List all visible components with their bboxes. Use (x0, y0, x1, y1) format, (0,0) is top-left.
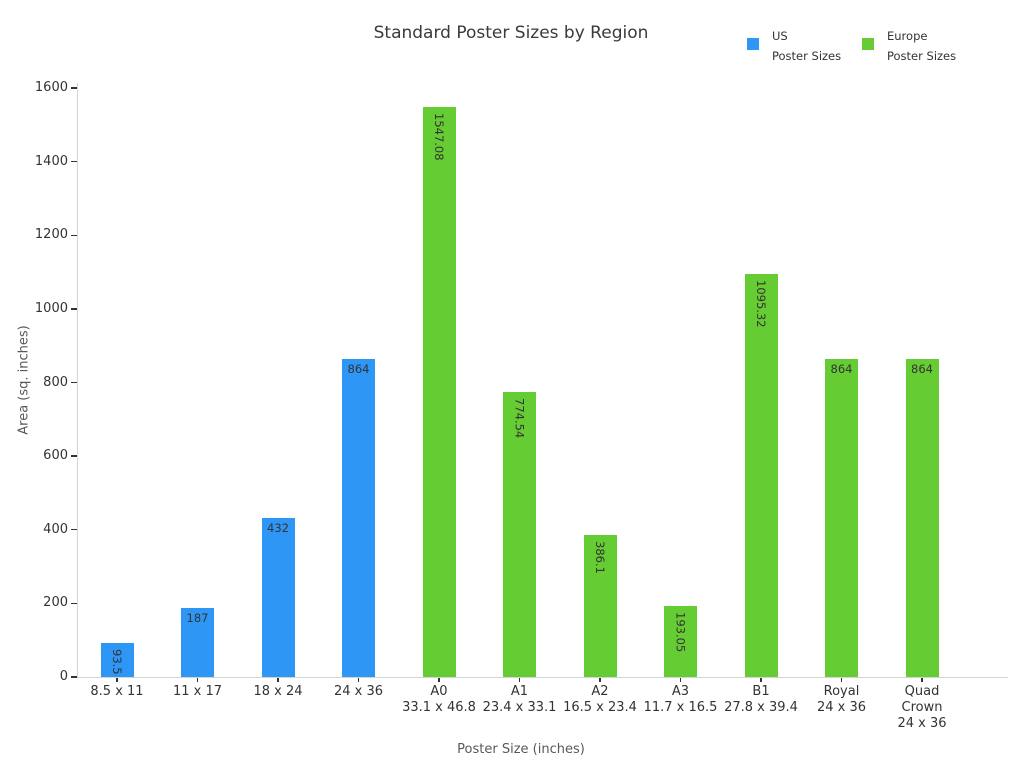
x-tick-label: A2 16.5 x 23.4 (563, 684, 637, 715)
bar: 193.05 (664, 605, 697, 677)
bar-value-label: 864 (347, 361, 370, 376)
y-tick-label: 1200 (34, 227, 68, 243)
y-tick-label: 1400 (34, 153, 68, 169)
bar-value-label: 386.1 (593, 540, 607, 574)
x-tick-mark (599, 678, 601, 682)
x-tick-mark (679, 678, 682, 682)
y-tick-mark (71, 234, 77, 236)
y-tick-label: 0 (59, 669, 68, 684)
bar-value-label: 1095.32 (754, 279, 768, 328)
x-tick-label: A1 23.4 x 33.1 (482, 684, 557, 715)
x-tick-label: 18 x 24 (253, 684, 303, 699)
legend-label-europe-line2: Poster Sizes (887, 49, 957, 63)
bar: 93.5 (100, 642, 134, 677)
legend-label-us-line1: US (772, 29, 788, 43)
chart-title: Standard Poster Sizes by Region (373, 23, 649, 43)
x-tick-label: Royal 24 x 36 (816, 684, 867, 715)
bar-value-label: 864 (830, 361, 853, 376)
y-tick-mark (71, 676, 77, 678)
legend-label-us-line2: Poster Sizes (772, 49, 842, 63)
x-tick-mark (760, 678, 762, 682)
y-tick-mark (71, 87, 77, 89)
x-tick-mark (277, 678, 279, 682)
bar: 864 (342, 358, 375, 677)
bar: 774.54 (503, 391, 536, 677)
x-tick-mark (357, 678, 360, 682)
y-tick-label: 1600 (34, 80, 68, 95)
legend-label-europe-line1: Europe (887, 29, 928, 43)
y-tick-mark (71, 160, 77, 163)
x-tick-mark (921, 678, 923, 682)
x-tick-mark (196, 678, 199, 682)
bar: 1095.32 (744, 273, 778, 677)
y-tick-label: 800 (43, 374, 68, 390)
y-tick-mark (71, 381, 77, 384)
x-tick-label: A0 33.1 x 46.8 (402, 684, 476, 715)
x-tick-mark (840, 678, 843, 682)
bar-value-label: 432 (267, 520, 289, 535)
y-tick-mark (71, 455, 77, 457)
x-tick-mark (438, 678, 440, 682)
legend-swatch-europe-icon (862, 38, 874, 50)
y-tick-label: 400 (43, 521, 68, 537)
x-tick-mark (518, 678, 521, 682)
bar: 187 (181, 608, 214, 677)
x-axis-spine (77, 677, 1008, 678)
x-tick-label: 8.5 x 11 (90, 684, 144, 699)
y-tick-label: 600 (43, 448, 68, 464)
bar: 386.1 (583, 534, 617, 677)
y-tick-label: 1000 (34, 300, 68, 316)
bar-value-label: 187 (186, 611, 209, 626)
bar: 432 (261, 517, 295, 677)
bar-value-label: 864 (911, 361, 933, 376)
bar-value-label: 774.54 (512, 397, 527, 439)
x-tick-label: 24 x 36 (333, 684, 384, 699)
bar-value-label: 193.05 (673, 611, 688, 653)
bar-value-label: 93.5 (110, 648, 124, 675)
bar: 864 (905, 358, 939, 677)
x-tick-label: 11 x 17 (172, 684, 223, 699)
bar: 1547.08 (422, 107, 456, 677)
x-tick-mark (116, 678, 118, 682)
y-tick-label: 200 (43, 595, 68, 611)
bar-value-label: 1547.08 (432, 113, 446, 162)
x-tick-label: B1 27.8 x 39.4 (724, 684, 798, 715)
x-axis-title: Poster Size (inches) (457, 742, 585, 757)
bar: 864 (825, 358, 858, 677)
y-axis-spine (77, 83, 78, 678)
x-tick-label: Quad Crown 24 x 36 (897, 684, 947, 731)
y-tick-mark (71, 529, 77, 531)
legend-swatch-us-icon (747, 38, 759, 50)
x-tick-label: A3 11.7 x 16.5 (643, 684, 718, 715)
y-tick-mark (71, 308, 77, 310)
y-tick-mark (71, 602, 77, 605)
